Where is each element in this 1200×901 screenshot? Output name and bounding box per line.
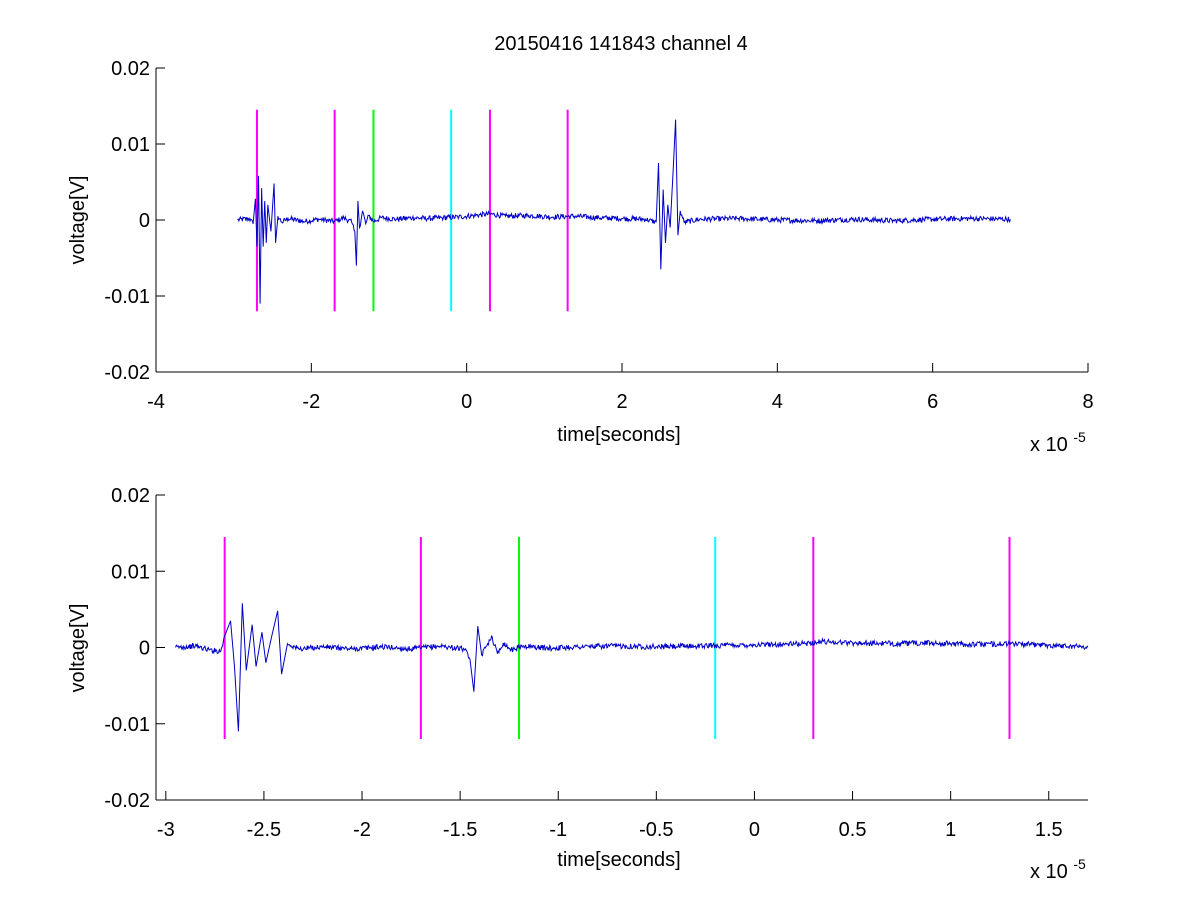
top-x-tick-label: 8: [1082, 391, 1093, 413]
bottom-x-multiplier: x 10 -5: [1030, 856, 1086, 883]
top-y-tick-label: 0: [139, 210, 150, 232]
bottom-y-tick-label: 0: [139, 638, 150, 660]
top-signal-line: [237, 119, 1011, 304]
top-x-tick-label: 0: [461, 391, 472, 413]
top-y-axis-label: voltage[V]: [67, 176, 89, 265]
top-y-ticks: -0.02 -0.01 0 0.01 0.02: [104, 58, 165, 384]
top-x-ticks: -4 -2 0 2 4 6 8: [147, 363, 1094, 413]
bottom-x-tick-label: 0.5: [839, 819, 867, 841]
bottom-axes: -0.02 -0.01 0 0.01 0.02 -3 -2.5 -2 -1.5 -1 -0.5 0 0…: [67, 485, 1089, 883]
bottom-signal-line: [175, 603, 1089, 732]
bottom-signal-series: [175, 603, 1089, 732]
bottom-x-tick-label: 1: [945, 819, 956, 841]
top-axes: -0.02 -0.01 0 0.01 0.02 -4 -2 0 2 4 6 8 time[secon…: [67, 58, 1094, 456]
top-y-tick-label: -0.02: [104, 362, 150, 384]
bottom-x-axis-label: time[seconds]: [557, 849, 680, 871]
top-event-markers: [255, 109, 569, 312]
bottom-x-multiplier-exponent: -5: [1073, 856, 1086, 872]
bottom-y-tick-label: 0.02: [111, 485, 150, 507]
bottom-y-tick-label: -0.01: [104, 714, 150, 736]
top-plot-area: -0.02 -0.01 0 0.01 0.02 -4 -2 0 2 4 6 8: [104, 58, 1093, 413]
bottom-x-tick-label: 0: [749, 819, 760, 841]
bottom-y-ticks: -0.02 -0.01 0 0.01 0.02: [104, 485, 165, 812]
bottom-x-tick-label: -2: [353, 819, 371, 841]
bottom-x-tick-label: -0.5: [639, 819, 673, 841]
bottom-x-tick-label: -1.5: [443, 819, 477, 841]
bottom-x-tick-label: -1: [549, 819, 567, 841]
figure-title: 20150416 141843 channel 4: [494, 33, 748, 55]
top-y-tick-label: 0.01: [111, 134, 150, 156]
top-signal-series: [237, 119, 1011, 304]
bottom-x-tick-label: -3: [157, 819, 175, 841]
top-x-axis-label: time[seconds]: [557, 424, 680, 446]
top-y-tick-label: 0.02: [111, 58, 150, 80]
bottom-x-ticks: -3 -2.5 -2 -1.5 -1 -0.5 0 0.5 1 1.5: [157, 791, 1063, 841]
bottom-x-tick-label: 1.5: [1035, 819, 1063, 841]
top-x-tick-label: 6: [927, 391, 938, 413]
top-x-tick-label: -2: [302, 391, 320, 413]
top-x-multiplier-exponent: -5: [1073, 429, 1086, 445]
top-x-tick-label: 2: [616, 391, 627, 413]
bottom-y-axis-label: voltage[V]: [67, 604, 89, 693]
top-x-tick-label: -4: [147, 391, 165, 413]
top-y-tick-label: -0.01: [104, 286, 150, 308]
bottom-x-tick-label: -2.5: [247, 819, 281, 841]
bottom-plot-area: -0.02 -0.01 0 0.01 0.02 -3 -2.5 -2 -1.5 -1 -0.5 0 0…: [104, 485, 1089, 841]
bottom-x-multiplier-base: x 10: [1030, 861, 1068, 883]
top-x-tick-label: 4: [772, 391, 783, 413]
bottom-y-tick-label: 0.01: [111, 561, 150, 583]
top-x-multiplier-base: x 10: [1030, 434, 1068, 456]
top-x-multiplier: x 10 -5: [1030, 429, 1086, 456]
bottom-y-tick-label: -0.02: [104, 790, 150, 812]
bottom-event-markers: [223, 536, 1011, 739]
